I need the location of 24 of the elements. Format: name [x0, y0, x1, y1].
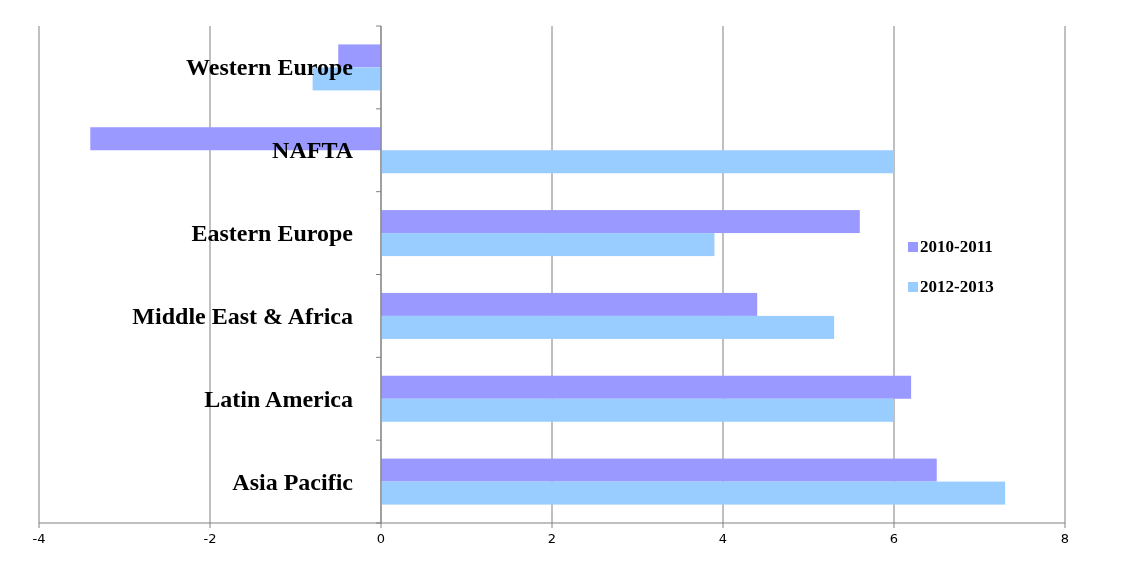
- bar: [381, 150, 894, 174]
- x-tick-label: 2: [547, 531, 557, 546]
- x-tick-label: 0: [376, 531, 386, 546]
- y-tick-label: Western Europe: [186, 54, 354, 81]
- x-tick-label: -2: [203, 531, 217, 546]
- bar: [381, 315, 835, 339]
- legend-label: 2012-2013: [920, 277, 994, 296]
- bar: [381, 210, 860, 234]
- bar: [381, 375, 912, 399]
- bar: [381, 233, 715, 257]
- y-tick-label: Eastern Europe: [191, 220, 354, 247]
- bar: [381, 292, 758, 316]
- bar: [381, 481, 1006, 505]
- y-tick-label: Asia Pacific: [232, 468, 354, 495]
- bar: [381, 398, 894, 422]
- x-tick-label: 4: [718, 531, 728, 546]
- legend-label: 2010-2011: [920, 237, 993, 256]
- y-tick-label: Latin America: [204, 385, 353, 412]
- x-tick-label: 8: [1060, 531, 1070, 546]
- bar: [381, 458, 937, 482]
- x-tick-label: -4: [32, 531, 46, 546]
- y-tick-label: Middle East & Africa: [132, 302, 353, 329]
- x-tick-label: 6: [889, 531, 899, 546]
- y-tick-label: NAFTA: [272, 137, 354, 164]
